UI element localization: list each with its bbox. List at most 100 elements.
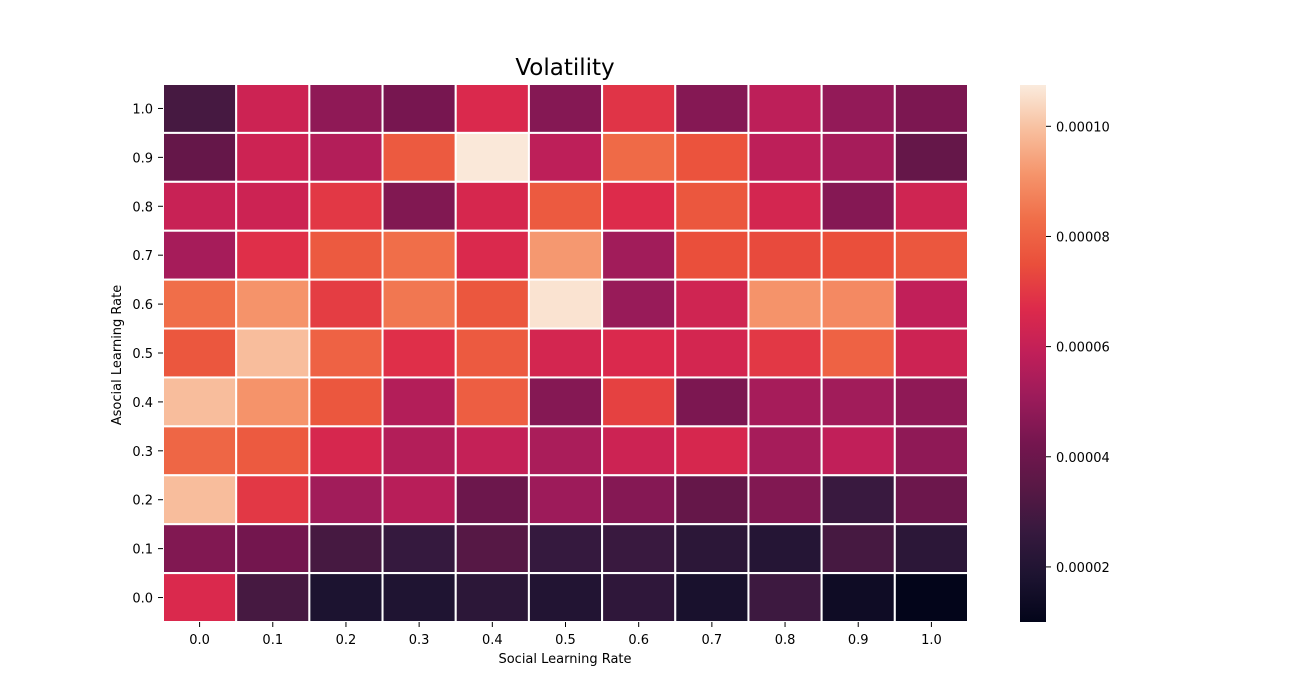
heatmap-cell-r0-c7 (674, 83, 750, 134)
heatmap-cell-r6-c1 (235, 376, 311, 428)
heatmap-cell-r9-c5 (527, 523, 604, 575)
heatmap-cell-r7-c7 (674, 425, 750, 477)
y-tick-label: 0.7 (132, 249, 153, 264)
heatmap-cell-r5-c6 (601, 327, 677, 379)
heatmap-cell-r0-c3 (381, 83, 457, 134)
heatmap-cell-r1-c7 (674, 131, 750, 183)
heatmap-cell-r3-c1 (235, 229, 311, 281)
heatmap-cell-r7-c0 (162, 425, 238, 477)
heatmap-cell-r9-c3 (381, 523, 457, 575)
heatmap-cell-r2-c8 (747, 180, 823, 232)
heatmap-cell-r0-c5 (527, 83, 604, 134)
y-axis-ticks: 1.0 0.9 0.8 0.7 0.6 0.5 0.4 0.3 0.2 0.1 0.0 (132, 102, 163, 607)
heatmap-cell-r1-c8 (747, 131, 823, 183)
heatmap-cell-r0-c9 (820, 83, 896, 134)
chart-title: Volatility (515, 55, 614, 81)
heatmap-cell-r7-c10 (893, 425, 969, 477)
heatmap-cell-r5-c10 (893, 327, 969, 379)
heatmap-cell-r3-c10 (893, 229, 969, 281)
y-tick-label: 0.9 (132, 151, 153, 166)
heatmap-cell-r4-c10 (893, 278, 969, 330)
heatmap-cell-r8-c5 (527, 474, 604, 526)
heatmap-cell-r7-c9 (820, 425, 896, 477)
heatmap-cell-r9-c2 (308, 523, 384, 575)
y-tick-label: 0.4 (132, 396, 153, 411)
heatmap-cell-r7-c5 (527, 425, 604, 477)
x-tick-label: 1.0 (921, 633, 942, 648)
heatmap-cell-r1-c1 (235, 131, 311, 183)
colorbar-tick-label: 0.00008 (1056, 230, 1110, 245)
heatmap-cell-r3-c6 (601, 229, 677, 281)
heatmap-cell-r6-c9 (820, 376, 896, 428)
y-tick-label: 0.3 (132, 445, 153, 460)
heatmap-cell-r1-c9 (820, 131, 896, 183)
heatmap-cell-r9-c1 (235, 523, 311, 575)
heatmap-cell-r9-c10 (893, 523, 969, 575)
heatmap-cell-r9-c7 (674, 523, 750, 575)
heatmap-cell-r7-c8 (747, 425, 823, 477)
heatmap-cell-r5-c4 (454, 327, 530, 379)
heatmap-cell-r1-c5 (527, 131, 604, 183)
x-axis-ticks: 0.0 0.1 0.2 0.3 0.4 0.5 0.6 0.7 0.8 0.9 1.0 (189, 622, 942, 648)
colorbar (1020, 85, 1046, 622)
heatmap-cell-r4-c4 (454, 278, 530, 330)
heatmap-cell-r7-c6 (601, 425, 677, 477)
heatmap-cell-r8-c8 (747, 474, 823, 526)
heatmap-cell-r0-c6 (601, 83, 677, 134)
heatmap-cell-r4-c5 (527, 278, 604, 330)
y-tick-label: 0.0 (132, 592, 153, 607)
heatmap-cell-r1-c3 (381, 131, 457, 183)
heatmap-cell-r0-c10 (893, 83, 969, 134)
heatmap-cell-r3-c9 (820, 229, 896, 281)
x-tick-label: 0.5 (555, 633, 576, 648)
heatmap-cell-r0-c2 (308, 83, 384, 134)
heatmap-cell-r4-c7 (674, 278, 750, 330)
heatmap-cell-r1-c0 (162, 131, 238, 183)
y-tick-label: 0.8 (132, 200, 153, 215)
heatmap-cell-r3-c8 (747, 229, 823, 281)
heatmap-cell-r6-c5 (527, 376, 604, 428)
heatmap-cell-r8-c6 (601, 474, 677, 526)
heatmap-cell-r1-c4 (454, 131, 530, 183)
heatmap-cell-r10-c2 (308, 572, 384, 623)
y-tick-label: 0.2 (132, 494, 153, 509)
heatmap-cell-r2-c5 (527, 180, 604, 232)
heatmap-cell-r6-c10 (893, 376, 969, 428)
heatmap-cell-r3-c2 (308, 229, 384, 281)
heatmap-cell-r5-c8 (747, 327, 823, 379)
heatmap-cell-r8-c7 (674, 474, 750, 526)
y-tick-label: 0.6 (132, 298, 153, 313)
heatmap-cell-r9-c4 (454, 523, 530, 575)
y-axis-title: Asocial Learning Rate (110, 285, 125, 425)
heatmap-cell-r7-c2 (308, 425, 384, 477)
x-tick-label: 0.9 (848, 633, 869, 648)
heatmap-cell-r10-c10 (893, 572, 969, 623)
heatmap-cell-r8-c0 (162, 474, 238, 526)
heatmap-cell-r10-c3 (381, 572, 457, 623)
heatmap-cell-r2-c4 (454, 180, 530, 232)
heatmap-cell-r4-c1 (235, 278, 311, 330)
heatmap-cell-r6-c2 (308, 376, 384, 428)
heatmap-cell-r4-c2 (308, 278, 384, 330)
heatmap-cell-r5-c1 (235, 327, 311, 379)
x-tick-label: 0.4 (482, 633, 503, 648)
heatmap-cell-r10-c4 (454, 572, 530, 623)
heatmap-cell-r8-c1 (235, 474, 311, 526)
heatmap-cell-r7-c4 (454, 425, 530, 477)
heatmap-cell-r8-c3 (381, 474, 457, 526)
heatmap-cell-r9-c9 (820, 523, 896, 575)
heatmap-cell-r9-c6 (601, 523, 677, 575)
heatmap-cell-r8-c4 (454, 474, 530, 526)
heatmap-cell-r3-c0 (162, 229, 238, 281)
heatmap-cell-r6-c6 (601, 376, 677, 428)
heatmap-cell-r2-c10 (893, 180, 969, 232)
colorbar-tick-label: 0.00006 (1056, 341, 1110, 356)
heatmap-cell-r4-c3 (381, 278, 457, 330)
x-tick-label: 0.1 (262, 633, 283, 648)
x-tick-label: 0.2 (336, 633, 357, 648)
heatmap-cell-r2-c9 (820, 180, 896, 232)
heatmap-cell-r2-c7 (674, 180, 750, 232)
heatmap-cell-r0-c4 (454, 83, 530, 134)
heatmap-cell-r5-c7 (674, 327, 750, 379)
